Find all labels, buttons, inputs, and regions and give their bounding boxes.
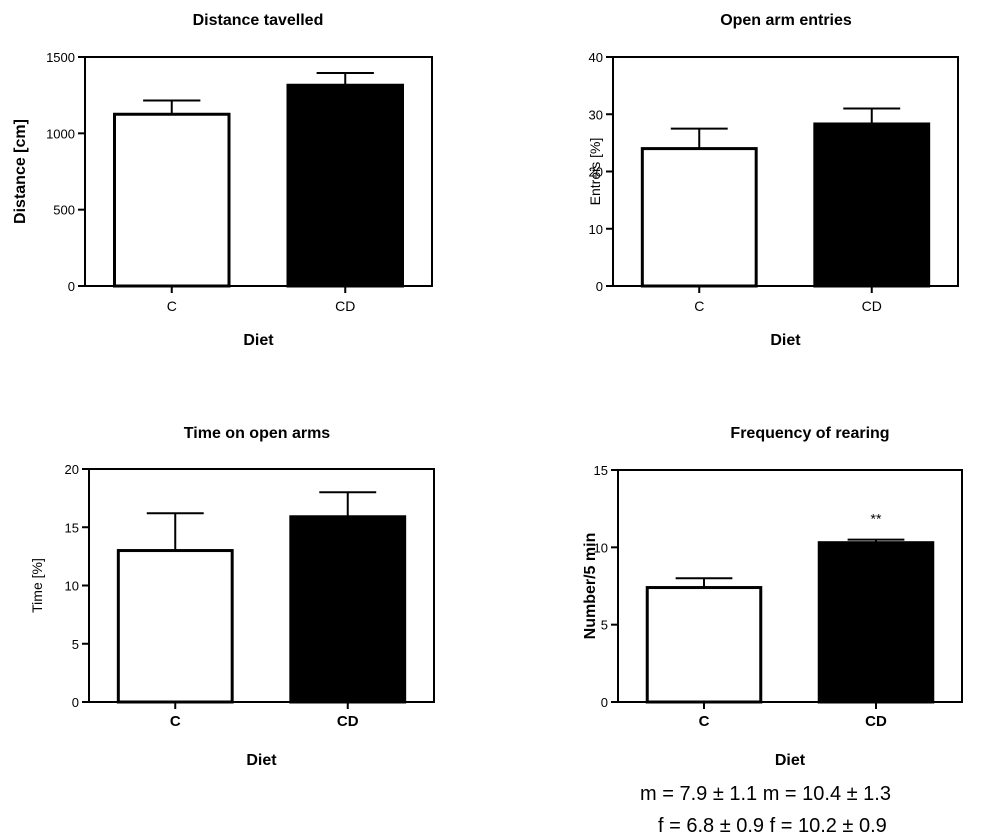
x-axis-label: Diet [246,752,277,769]
x-tick-label: C [699,713,710,730]
bar-c [645,586,763,704]
x-tick-label: CD [337,713,359,730]
y-axis-label: Distance [cm] [12,119,29,224]
x-tick-label: C [170,713,181,730]
bar-cd [289,515,407,704]
plot-frame [617,469,963,703]
y-tick-label: 15 [594,463,608,478]
plot-frame [84,56,433,287]
bar-cd [817,541,935,704]
y-tick-label: 40 [589,50,603,65]
chart-panel-1: Distance tavelled 0 500 1000 1500 Distance [c… [12,12,433,349]
x-tick-label: CD [862,298,882,314]
y-axis-label: Number/5 min [582,533,599,640]
y-tick-label: 10 [594,540,608,555]
x-axis-label: Diet [243,332,274,349]
y-tick-label: 0 [68,279,75,294]
x-tick-label: CD [865,713,887,730]
y-tick-label: 5 [601,618,608,633]
significance-label: ** [871,511,882,527]
x-tick-label: C [694,298,704,314]
chart-title: Distance tavelled [193,12,324,29]
y-tick-label: 5 [72,637,79,652]
chart-title: Open arm entries [720,12,852,29]
y-tick-label: 500 [53,203,75,218]
y-tick-label: 10 [589,222,603,237]
y-axis-label: Entreis [%] [587,138,603,206]
y-tick-label: 30 [589,107,603,122]
x-axis-label: Diet [775,752,806,769]
y-tick-label: 0 [596,279,603,294]
y-tick-label: 20 [589,165,603,180]
x-tick-label: CD [335,298,355,314]
bar-c [112,112,231,288]
bar-cd [813,122,931,288]
y-tick-label: 0 [72,695,79,710]
x-axis-label: Diet [770,332,801,349]
y-axis-label: Time [%] [29,558,45,613]
bar-cd [286,83,405,288]
note-row-1: m = 7.9 ± 1.1 m = 10.4 ± 1.3 [640,783,891,805]
bar-c [640,147,758,288]
y-tick-label: 10 [65,579,79,594]
x-tick-label: C [167,298,177,314]
chart-panel-4: Frequency of rearing 0 5 10 15 Number/5 min C C… [582,425,963,769]
y-tick-label: 0 [601,695,608,710]
y-tick-label: 1000 [46,126,75,141]
chart-panel-3: Time on open arms 0 5 10 15 20 Time [%] C CD Diet [29,425,435,769]
y-tick-label: 1500 [46,50,75,65]
chart-panel-2: Open arm entries 0 10 20 30 40 Entreis [%] C CD D… [587,12,959,349]
chart-title: Time on open arms [184,425,331,442]
chart-title: Frequency of rearing [730,425,889,442]
y-tick-label: 20 [65,462,79,477]
note-row-2: f = 6.8 ± 0.9 f = 10.2 ± 0.9 [658,815,887,837]
bar-c [116,549,234,704]
y-tick-label: 15 [65,520,79,535]
